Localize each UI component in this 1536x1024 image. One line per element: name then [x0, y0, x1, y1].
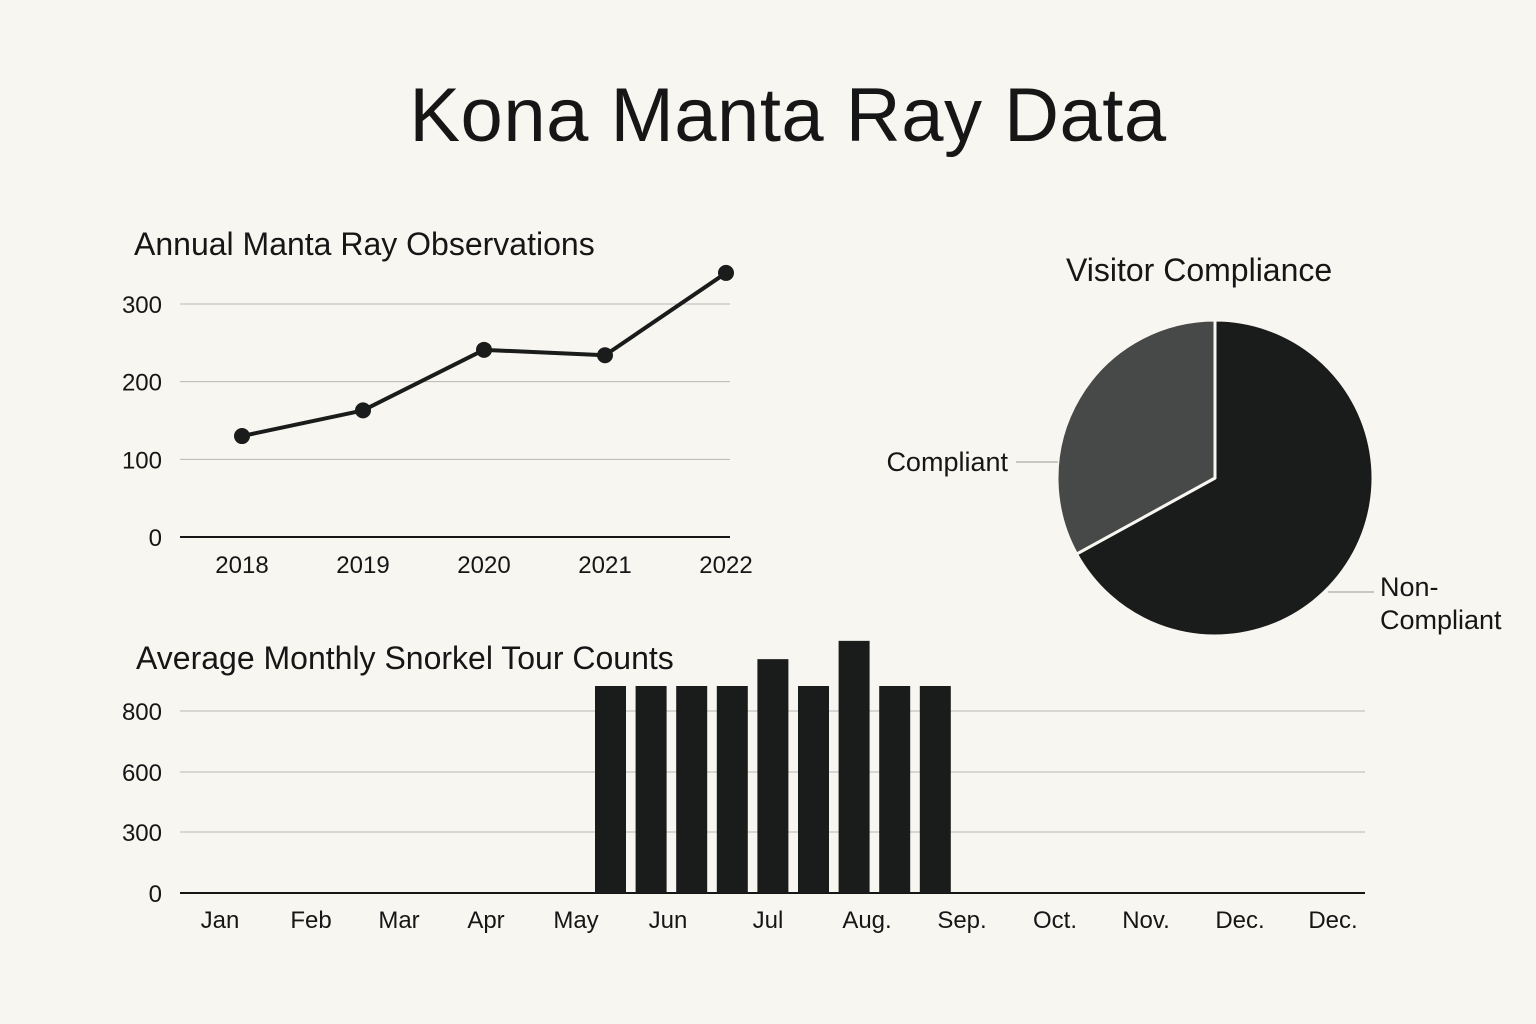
bar [838, 640, 870, 893]
bar-chart: 0 300 600 800 Jan Feb Mar Apr May Jun Jul Aug. Sep. O… [122, 640, 1365, 934]
x-tick-label: Apr [467, 907, 504, 934]
pie-label: Compliant [886, 447, 1008, 477]
x-tick-label: 2022 [699, 552, 752, 579]
bar [595, 686, 626, 893]
x-tick-label: May [553, 907, 598, 934]
bar [919, 686, 951, 893]
y-tick-label: 0 [149, 881, 162, 908]
y-tick-label: 800 [122, 699, 162, 726]
x-tick-label: 2020 [457, 552, 510, 579]
bar [676, 686, 708, 893]
data-point [476, 341, 492, 358]
y-tick-label: 200 [122, 370, 162, 397]
x-tick-label: 2018 [215, 552, 268, 579]
x-tick-label: Dec. [1308, 907, 1357, 934]
x-tick-label: Jun [649, 907, 688, 934]
pie-slice [1075, 318, 1375, 638]
x-tick-label: Dec. [1215, 907, 1264, 934]
x-tick-label: Feb [290, 907, 331, 934]
pie-label: Non-Compliant [1380, 572, 1502, 635]
y-tick-label: 300 [122, 820, 162, 847]
data-point [234, 428, 250, 445]
pie-label-line: Non- [1380, 572, 1439, 602]
line-chart: 0 100 200 300 2018 2019 2020 2021 2022 [122, 264, 753, 579]
bar [635, 686, 667, 893]
x-tick-label: Aug. [842, 907, 891, 934]
x-tick-label: Sep. [937, 907, 986, 934]
bar [798, 686, 829, 893]
bar [716, 686, 748, 893]
line-chart-title: Annual Manta Ray Observations [134, 226, 595, 262]
x-tick-label: Nov. [1122, 907, 1170, 934]
x-tick-label: Oct. [1033, 907, 1077, 934]
x-tick-label: Mar [378, 907, 419, 934]
data-point [718, 264, 734, 281]
pie-chart-title: Visitor Compliance [1066, 252, 1333, 288]
bar [879, 686, 911, 893]
bar-chart-title: Average Monthly Snorkel Tour Counts [136, 640, 674, 676]
y-tick-label: 100 [122, 447, 162, 474]
x-tick-label: 2019 [336, 552, 389, 579]
bar [757, 659, 789, 893]
x-tick-label: Jul [753, 907, 784, 934]
y-tick-label: 600 [122, 760, 162, 787]
x-tick-label: 2021 [578, 552, 631, 579]
data-point [597, 347, 613, 364]
pie-slice [1055, 318, 1217, 556]
page-title: Kona Manta Ray Data [409, 73, 1167, 158]
pie-label-line: Compliant [1380, 605, 1502, 635]
y-tick-label: 0 [149, 525, 162, 552]
data-point [355, 402, 371, 419]
x-tick-label: Jan [201, 907, 240, 934]
y-tick-label: 300 [122, 292, 162, 319]
